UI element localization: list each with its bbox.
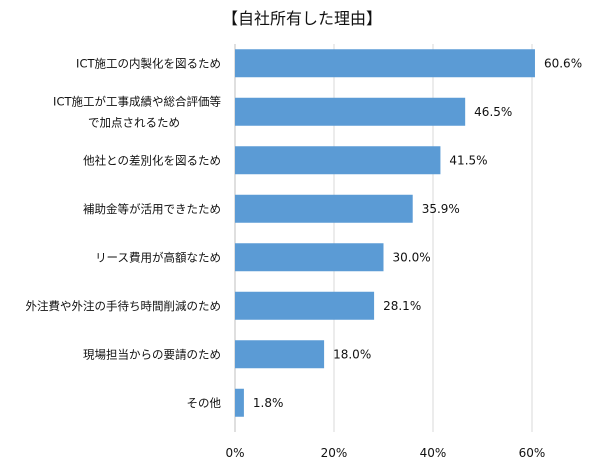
chart-title: 【自社所有した理由】 xyxy=(221,9,382,28)
bar xyxy=(235,146,441,175)
bar xyxy=(235,291,375,320)
x-tick-label: 20% xyxy=(321,446,348,460)
data-label: 41.5% xyxy=(449,153,487,167)
x-tick-label: 40% xyxy=(420,446,447,460)
data-label: 46.5% xyxy=(474,105,512,119)
data-label: 60.6% xyxy=(544,56,582,70)
bar xyxy=(235,243,384,272)
category-label: 補助金等が活用できたため xyxy=(83,202,221,216)
category-label: ICT施工が工事成績や総合評価等 xyxy=(53,94,221,108)
category-label: ICT施工の内製化を図るため xyxy=(76,56,221,70)
bar xyxy=(235,388,244,417)
labels: 0% 20% 40% 60% 60.6% ICT施工の内製化を図るため 46.5% ICT施工… xyxy=(26,56,583,460)
category-label: その他 xyxy=(187,396,222,410)
category-label: リース費用が高額なため xyxy=(95,250,221,264)
category-label: で加点されるため xyxy=(88,115,180,129)
data-label: 18.0% xyxy=(333,347,371,361)
data-label: 35.9% xyxy=(422,202,460,216)
data-label: 28.1% xyxy=(383,299,421,313)
x-tick-label: 0% xyxy=(225,446,244,460)
category-label: 外注費や外注の手待ち時間削減のため xyxy=(26,299,222,313)
bars xyxy=(235,49,535,417)
bar xyxy=(235,194,413,223)
bar xyxy=(235,49,535,78)
data-label: 30.0% xyxy=(393,250,431,264)
data-label: 1.8% xyxy=(253,396,284,410)
category-label: 現場担当からの要請のため xyxy=(83,347,221,361)
bar xyxy=(235,97,466,126)
category-label: 他社との差別化を図るため xyxy=(83,153,221,167)
bar xyxy=(235,340,325,369)
x-tick-label: 60% xyxy=(519,446,546,460)
